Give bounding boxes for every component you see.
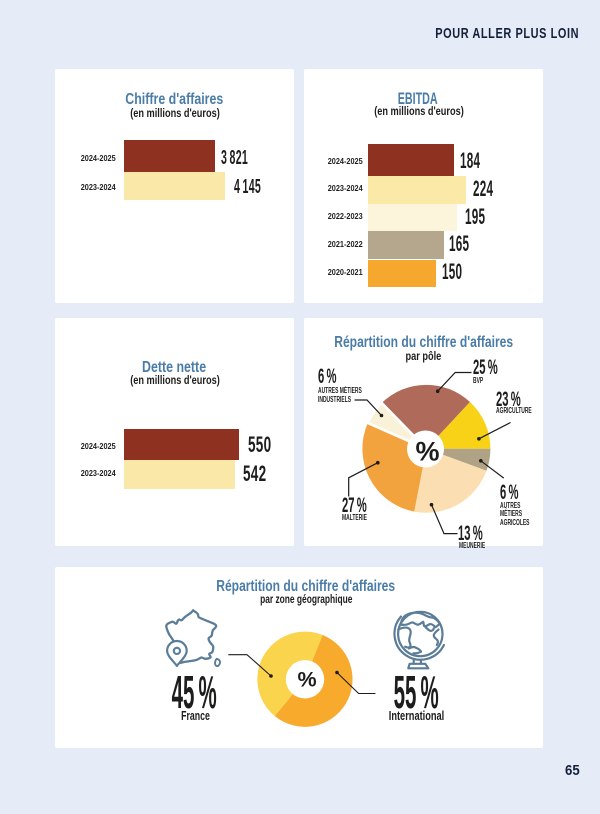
svg-text:%: % — [297, 668, 316, 692]
svg-text:%: % — [415, 437, 439, 467]
